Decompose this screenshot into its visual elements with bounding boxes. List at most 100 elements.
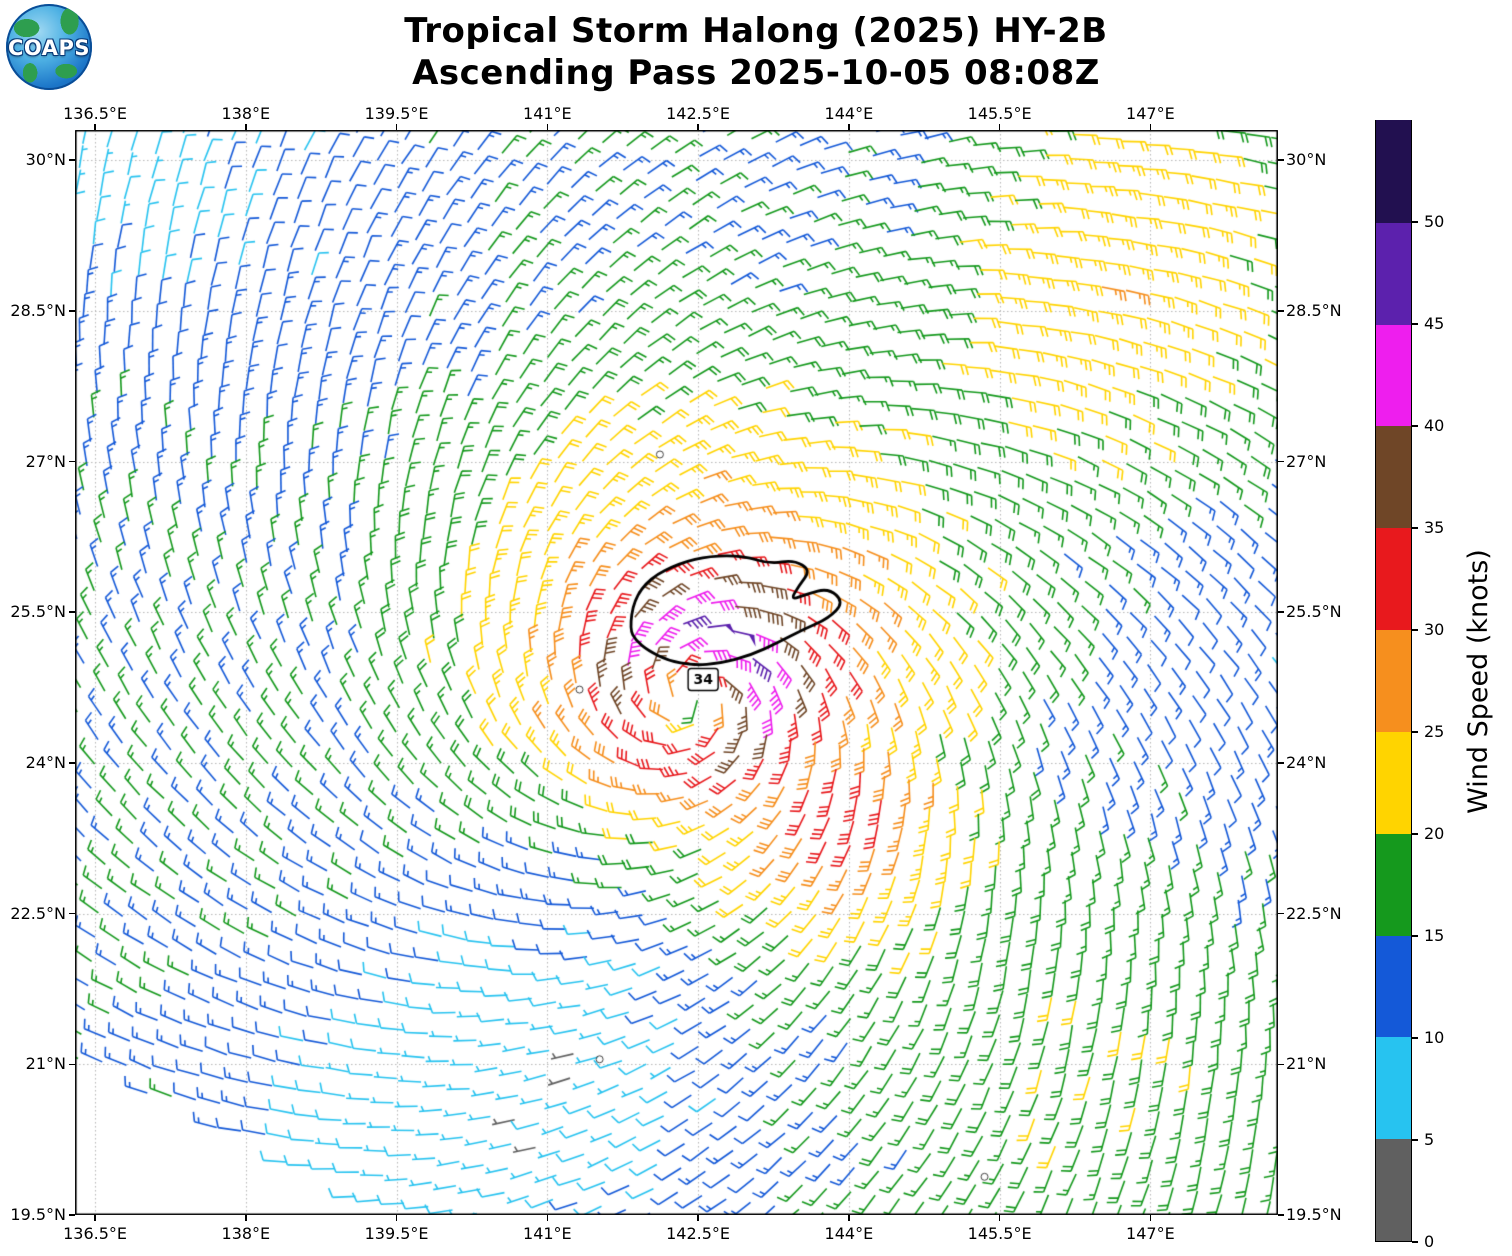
lat-tick-label-left: 27°N bbox=[25, 451, 66, 471]
coaps-logo-text: COAPS bbox=[8, 36, 90, 60]
axis-tick bbox=[1149, 1215, 1152, 1221]
lon-tick-label-bottom: 139.5°E bbox=[364, 1224, 429, 1243]
figure-title: Tropical Storm Halong (2025) HY-2B Ascen… bbox=[0, 10, 1512, 94]
colorbar-segment-5-10 bbox=[1376, 1036, 1411, 1140]
colorbar-segment-30-35 bbox=[1376, 527, 1411, 631]
lat-tick-label-right: 28.5°N bbox=[1286, 300, 1342, 320]
axis-tick bbox=[697, 1215, 699, 1221]
axis-tick bbox=[1149, 124, 1152, 130]
lat-tick-label-right: 24°N bbox=[1286, 752, 1327, 772]
axis-tick bbox=[546, 124, 549, 130]
lon-tick-label-top: 138°E bbox=[221, 104, 271, 123]
lat-tick-label-right: 27°N bbox=[1286, 451, 1327, 471]
axis-tick bbox=[1278, 611, 1284, 613]
axis-tick bbox=[546, 1215, 549, 1221]
lon-tick-label-bottom: 141°E bbox=[523, 1224, 572, 1243]
lat-tick-label-left: 21°N bbox=[25, 1054, 66, 1074]
axis-tick bbox=[69, 611, 75, 613]
axis-tick bbox=[395, 1215, 398, 1221]
axis-tick bbox=[69, 912, 75, 915]
axis-tick bbox=[1278, 1214, 1284, 1216]
axis-tick bbox=[69, 1063, 75, 1066]
colorbar-tick bbox=[1412, 221, 1418, 223]
colorbar-segment-50-55 bbox=[1376, 120, 1411, 223]
lon-tick-label-top: 144°E bbox=[824, 104, 874, 123]
axis-tick bbox=[94, 1215, 96, 1221]
axis-tick bbox=[69, 1214, 75, 1216]
lon-tick-label-top: 141°E bbox=[523, 104, 572, 123]
lat-tick-label-left: 25.5°N bbox=[10, 602, 66, 622]
colorbar-label: Wind Speed (knots) bbox=[1462, 548, 1494, 814]
colorbar-tick-label: 40 bbox=[1424, 416, 1445, 435]
lat-tick-label-right: 30°N bbox=[1286, 150, 1327, 170]
axis-tick bbox=[69, 460, 75, 463]
colorbar-segment-35-40 bbox=[1376, 425, 1411, 529]
colorbar-bar bbox=[1375, 120, 1412, 1242]
colorbar-tick-label: 30 bbox=[1424, 620, 1445, 639]
axis-tick bbox=[245, 1215, 247, 1221]
colorbar-tick bbox=[1412, 935, 1418, 937]
axis-tick bbox=[1278, 159, 1284, 161]
lon-tick-label-top: 142.5°E bbox=[666, 104, 731, 123]
title-line-1: Tropical Storm Halong (2025) HY-2B bbox=[404, 11, 1108, 51]
colorbar-tick bbox=[1412, 1139, 1418, 1141]
lon-tick-label-bottom: 136.5°E bbox=[63, 1224, 128, 1243]
lat-tick-label-right: 21°N bbox=[1286, 1054, 1327, 1074]
colorbar-tick-label: 15 bbox=[1424, 926, 1445, 945]
colorbar-tick bbox=[1412, 323, 1418, 325]
axis-tick bbox=[998, 124, 1001, 130]
colorbar-tick bbox=[1412, 629, 1418, 631]
axis-tick bbox=[1278, 310, 1284, 312]
colorbar-tick bbox=[1412, 833, 1418, 835]
axis-tick bbox=[848, 124, 850, 130]
lon-tick-label-bottom: 145.5°E bbox=[967, 1224, 1032, 1243]
axis-tick bbox=[94, 124, 96, 130]
lon-tick-label-bottom: 138°E bbox=[221, 1224, 271, 1243]
axis-tick bbox=[245, 124, 247, 130]
lat-tick-label-right: 19.5°N bbox=[1286, 1205, 1342, 1224]
lat-tick-label-right: 25.5°N bbox=[1286, 602, 1342, 622]
axis-tick bbox=[1278, 912, 1284, 915]
lat-tick-label-right: 22.5°N bbox=[1286, 903, 1342, 923]
coaps-logo: COAPS bbox=[6, 4, 92, 90]
colorbar-tick-label: 10 bbox=[1424, 1028, 1445, 1047]
colorbar-label-wrap: Wind Speed (knots) bbox=[1452, 120, 1504, 1242]
axis-tick bbox=[1278, 460, 1284, 463]
lat-tick-label-left: 22.5°N bbox=[10, 903, 66, 923]
colorbar-tick bbox=[1412, 425, 1418, 427]
colorbar-tick-label: 20 bbox=[1424, 824, 1445, 843]
colorbar-segment-15-20 bbox=[1376, 833, 1411, 936]
axis-tick bbox=[69, 310, 75, 312]
colorbar-segment-20-25 bbox=[1376, 731, 1411, 834]
colorbar-tick bbox=[1412, 1241, 1418, 1243]
colorbar-tick-label: 5 bbox=[1424, 1130, 1435, 1149]
lon-tick-label-top: 145.5°E bbox=[967, 104, 1032, 123]
axis-tick bbox=[1278, 762, 1284, 764]
axis-tick bbox=[1278, 1063, 1284, 1066]
axis-tick bbox=[998, 1215, 1001, 1221]
lon-tick-label-bottom: 142.5°E bbox=[666, 1224, 731, 1243]
axis-tick bbox=[848, 1215, 850, 1221]
lon-tick-label-top: 136.5°E bbox=[63, 104, 128, 123]
coaps-logo-globe-icon bbox=[6, 4, 92, 90]
axis-tick bbox=[395, 124, 398, 130]
colorbar-tick bbox=[1412, 731, 1418, 733]
lat-tick-label-left: 24°N bbox=[25, 752, 66, 772]
lat-tick-label-left: 28.5°N bbox=[10, 300, 66, 320]
colorbar-segment-0-5 bbox=[1376, 1138, 1411, 1241]
colorbar-tick-label: 50 bbox=[1424, 212, 1445, 231]
lat-tick-label-left: 19.5°N bbox=[10, 1205, 66, 1224]
lon-tick-label-bottom: 147°E bbox=[1126, 1224, 1175, 1243]
colorbar-segment-45-50 bbox=[1376, 222, 1411, 325]
lon-tick-label-bottom: 144°E bbox=[824, 1224, 874, 1243]
title-line-2: Ascending Pass 2025-10-05 08:08Z bbox=[412, 53, 1100, 93]
colorbar-segment-10-15 bbox=[1376, 935, 1411, 1038]
colorbar-tick bbox=[1412, 1037, 1418, 1039]
wind-barb-plot bbox=[75, 130, 1278, 1215]
axis-tick bbox=[697, 124, 699, 130]
axis-tick bbox=[69, 159, 75, 161]
colorbar-tick-label: 45 bbox=[1424, 314, 1445, 333]
axis-tick bbox=[69, 762, 75, 764]
colorbar-tick-label: 0 bbox=[1424, 1232, 1435, 1251]
